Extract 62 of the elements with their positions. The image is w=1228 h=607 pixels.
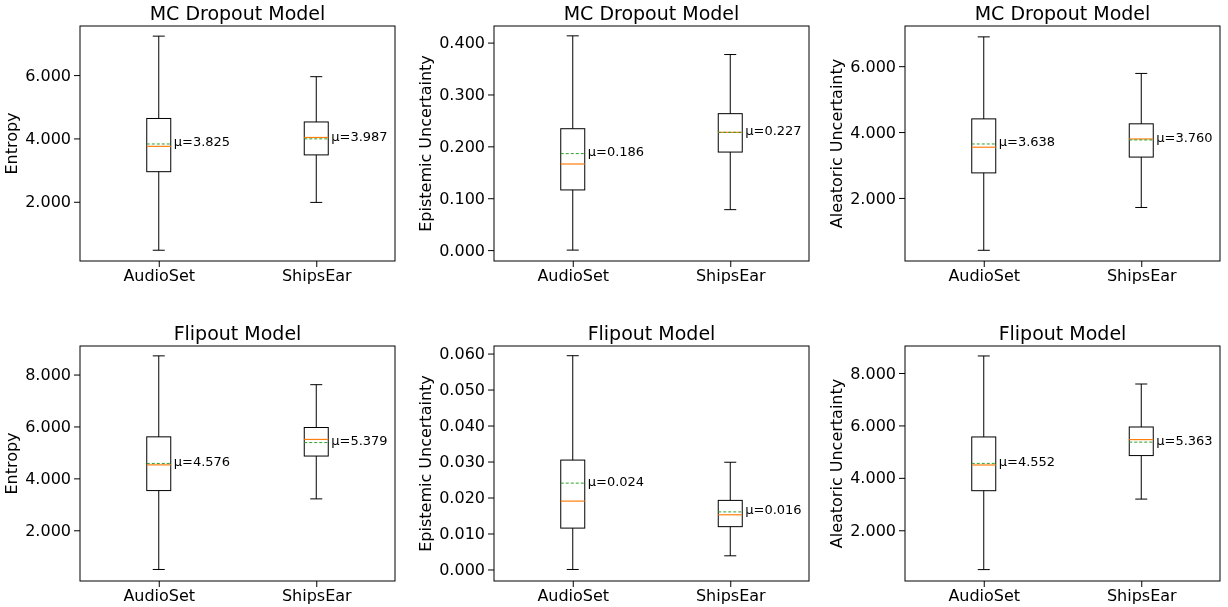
y-axis-title: Entropy [2,432,22,495]
y-tick-label: 0.060 [439,344,485,364]
y-tick-label: 0.000 [439,560,485,580]
x-tick-label: ShipsEar [695,586,767,606]
x-tick-label: AudioSet [537,266,610,286]
y-tick-label: 4.000 [850,122,896,142]
x-tick-label: AudioSet [948,586,1021,606]
x-tick-label: ShipsEar [1106,266,1178,286]
y-axis-title: Epistemic Uncertainty [416,55,436,232]
y-tick-label: 2.000 [850,188,896,208]
y-tick-label: 6.000 [25,65,71,85]
annotation: μ=4.552 [998,453,1056,469]
chart-title: Flipout Model [173,322,302,344]
y-tick-label: 2.000 [25,192,71,212]
x-tick-label: ShipsEar [695,266,767,286]
y-tick-label: 6.000 [850,416,896,436]
x-tick-label: AudioSet [123,586,196,606]
annotation: μ=5.363 [1156,432,1213,448]
y-tick-label: 6.000 [850,56,896,76]
y-tick-label: 0.050 [439,380,485,400]
chart-title: MC Dropout Model [563,2,740,24]
y-tick-label: 0.200 [439,136,485,156]
annotation: μ=3.760 [1156,130,1213,146]
y-tick-label: 6.000 [25,417,71,437]
y-tick-label: 0.400 [439,33,485,53]
y-tick-label: 4.000 [25,468,71,488]
y-tick-label: 8.000 [850,363,896,383]
x-tick-label: ShipsEar [1106,586,1178,606]
annotation: μ=3.987 [331,129,388,145]
annotation: μ=3.638 [998,134,1056,150]
y-tick-label: 2.000 [850,520,896,540]
y-tick-label: 0.030 [439,452,485,472]
y-axis-title: Entropy [2,112,22,175]
y-tick-label: 0.300 [439,85,485,105]
y-tick-label: 4.000 [850,468,896,488]
annotation: μ=5.379 [331,433,388,449]
x-tick-label: AudioSet [537,586,610,606]
x-tick-label: AudioSet [123,266,196,286]
y-axis-title: Aleatoric Uncertainty [827,378,847,549]
y-tick-label: 8.000 [25,365,71,385]
y-tick-label: 0.000 [439,240,485,260]
annotation: μ=0.186 [587,144,645,160]
y-tick-label: 0.100 [439,188,485,208]
annotation: μ=4.576 [173,453,231,469]
annotation: μ=0.016 [745,502,802,518]
x-tick-label: ShipsEar [281,266,353,286]
annotation: μ=0.227 [745,122,802,138]
x-tick-label: ShipsEar [281,586,353,606]
y-tick-label: 4.000 [25,129,71,149]
y-axis-title: Epistemic Uncertainty [416,375,436,552]
y-tick-label: 0.010 [439,524,485,544]
chart-title: MC Dropout Model [149,2,326,24]
x-tick-label: AudioSet [948,266,1021,286]
chart-title: Flipout Model [587,322,716,344]
annotation: μ=3.825 [173,134,231,150]
y-tick-label: 2.000 [25,520,71,540]
y-axis-title: Aleatoric Uncertainty [827,58,847,229]
annotation: μ=0.024 [587,473,645,489]
y-tick-label: 0.040 [439,416,485,436]
chart-title: MC Dropout Model [974,2,1151,24]
chart-title: Flipout Model [998,322,1127,344]
y-tick-label: 0.020 [439,488,485,508]
